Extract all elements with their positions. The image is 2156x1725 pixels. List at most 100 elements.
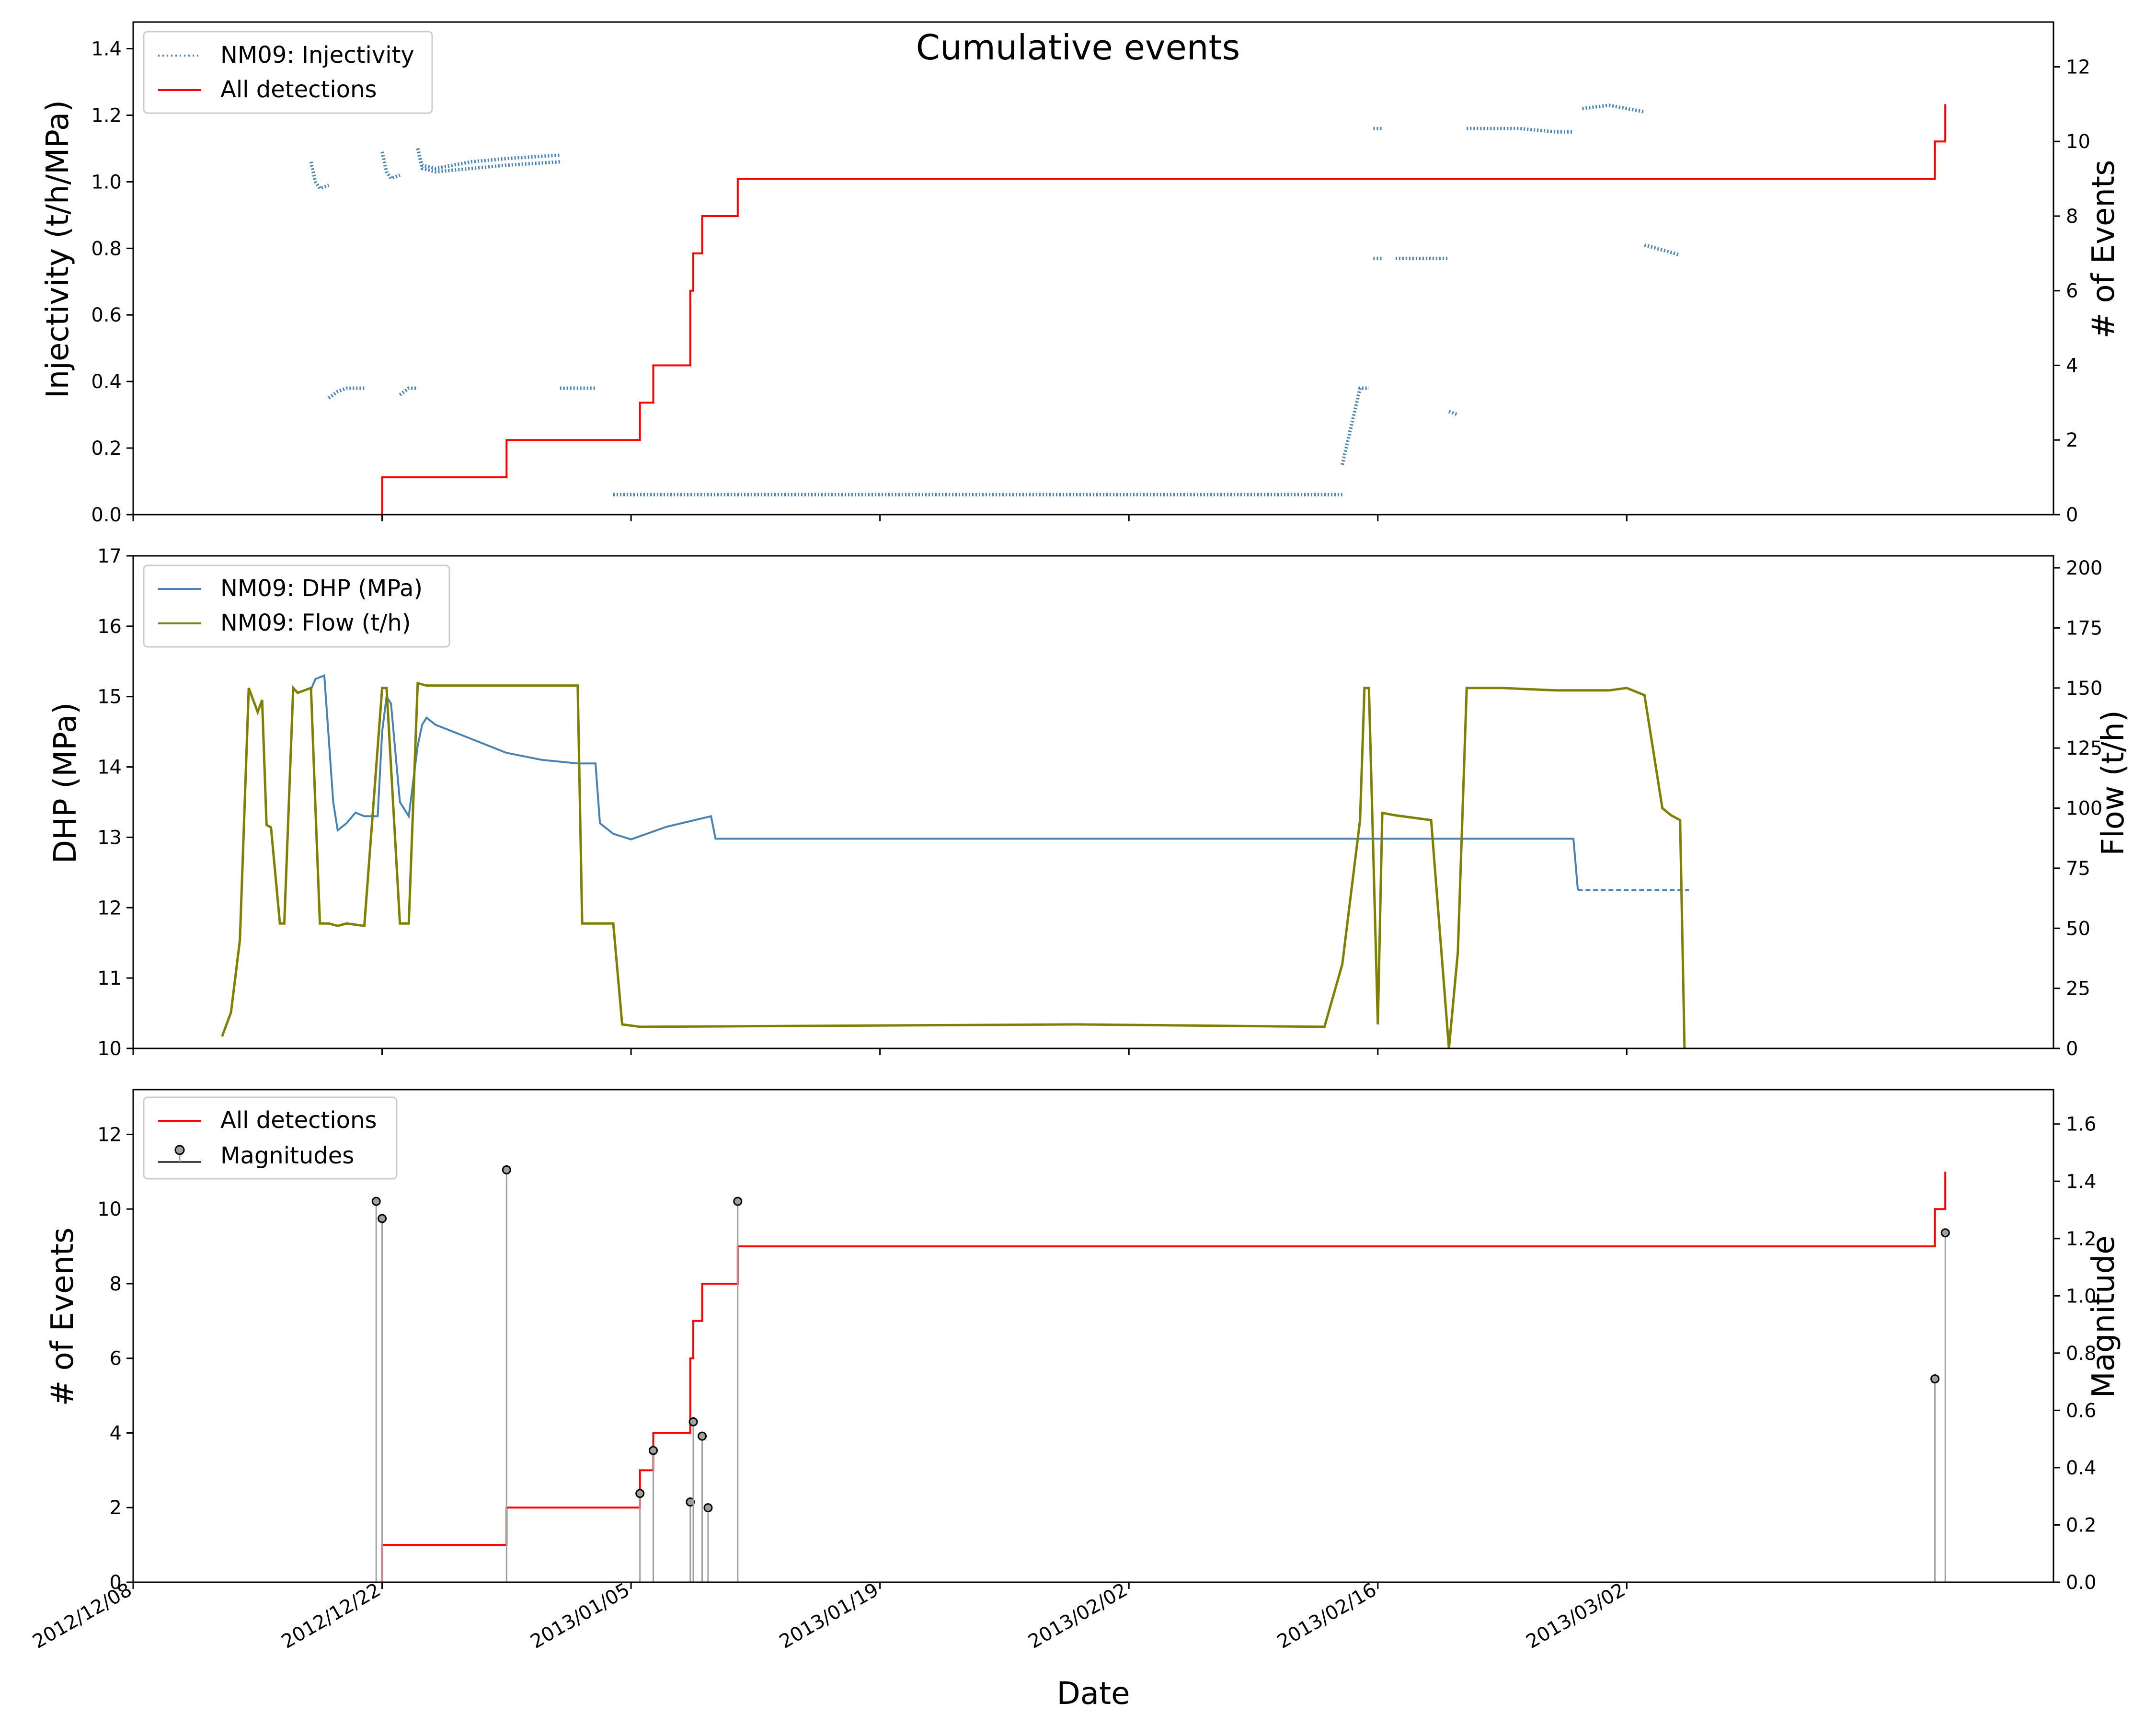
y2-tick-label: 1.0 [2066, 1285, 2097, 1307]
x-tick-label: 2013/03/02 [1523, 1579, 1629, 1653]
figure-title: Cumulative events [916, 27, 1240, 68]
y2-tick-label: 0 [2066, 504, 2078, 526]
magnitude-marker [688, 1417, 698, 1426]
panel-dhp-flow: DHP (MPa) Flow (t/h) 10 11 12 13 14 15 16 17 0 25… [48, 545, 2131, 1060]
y2-tick-label: 2 [2066, 429, 2078, 451]
x-tick-labels: 2012/12/08 2012/12/22 2013/01/05 2013/01/19… [29, 1579, 1629, 1653]
y2-tick-label: 25 [2066, 978, 2090, 1000]
detections-legend-label: All detections [220, 76, 377, 103]
magnitude-marker [1930, 1374, 1940, 1384]
x-tick-label: 2012/12/22 [278, 1579, 385, 1653]
y-tick-label: 0.6 [91, 304, 122, 326]
y-tick-label: 16 [97, 616, 122, 638]
y2-tick-label: 0.6 [2066, 1400, 2097, 1422]
magnitudes-legend-label: Magnitudes [220, 1142, 354, 1169]
y-tick-label: 12 [97, 897, 122, 919]
magnitude-marker [733, 1196, 743, 1206]
y2-tick-label: 12 [2066, 56, 2090, 78]
y-tick-label: 15 [97, 686, 122, 708]
y2-tick-label: 0.8 [2066, 1343, 2097, 1365]
magnitude-marker [686, 1497, 695, 1507]
y-tick-label: 1.4 [91, 38, 122, 60]
y2-tick-label: 8 [2066, 206, 2078, 228]
y2-tick-label: 175 [2066, 617, 2102, 639]
y-tick-label: 8 [110, 1273, 122, 1295]
dhp-legend-label: NM09: DHP (MPa) [220, 575, 423, 602]
y-tick-label: 0.0 [91, 504, 122, 526]
x-tick-label: 2013/02/16 [1273, 1579, 1380, 1653]
y-tick-label: 0.4 [91, 371, 122, 393]
injectivity-plot-area: 0.0 0.2 0.4 0.6 0.8 1.0 1.2 1.4 0 2 4 6 8 10 12 [91, 21, 2090, 526]
y-tick-label: 1.0 [91, 171, 122, 193]
y-tick-label: 6 [110, 1348, 122, 1370]
injectivity-y-label: Injectivity (t/h/MPa) [40, 100, 76, 399]
y-tick-label: 17 [97, 545, 122, 567]
injectivity-trace-5 [416, 148, 560, 171]
injectivity-legend: NM09: Injectivity All detections [143, 31, 433, 114]
x-axis-label: Date [1057, 1676, 1130, 1712]
y2-tick-label: 1.6 [2066, 1114, 2097, 1136]
x-tick-label: 2013/01/19 [776, 1579, 883, 1653]
panel-injectivity: Injectivity (t/h/MPa) # of Events 0.0 0.2… [40, 21, 2122, 526]
detections-step-line [381, 104, 1947, 515]
y2-tick-label: 50 [2066, 918, 2090, 940]
y2-tick-label: 0 [2066, 1038, 2078, 1060]
magnitude-marker [1940, 1228, 1950, 1238]
injectivity-trace-8 [1341, 386, 1369, 465]
plot-frame [132, 555, 2054, 1049]
injectivity-trace-2 [380, 151, 401, 181]
plot-frame [132, 21, 2054, 516]
y2-tick-label: 150 [2066, 678, 2102, 700]
y-tick-label: 11 [97, 967, 122, 989]
y-tick-label: 1.2 [91, 104, 122, 126]
flow-line [221, 681, 1686, 1049]
flow-y2-label: Flow (t/h) [2096, 710, 2131, 856]
y2-tick-label: 125 [2066, 737, 2102, 759]
injectivity-trace-0 [309, 161, 330, 191]
y2-tick-label: 100 [2066, 798, 2102, 820]
magnitude-marker [635, 1489, 645, 1498]
y2-tick-label: 4 [2066, 355, 2078, 377]
x-tick-label: 2013/01/05 [527, 1579, 633, 1653]
injectivity-trace-15 [1644, 243, 1681, 257]
dhp-line [310, 674, 1579, 890]
detections-legend-label-2: All detections [220, 1107, 377, 1134]
injectivity-trace-1 [328, 386, 365, 400]
magnitudes-legend-marker [174, 1145, 185, 1155]
y2-tick-label: 10 [2066, 131, 2090, 153]
dhp-y-label: DHP (MPa) [48, 702, 83, 863]
magnitude-marker [378, 1214, 387, 1223]
dhp-flow-plot-area: 10 11 12 13 14 15 16 17 0 25 50 75 100 125 150 175 200 [97, 545, 2102, 1060]
injectivity-legend-label: NM09: Injectivity [220, 42, 414, 69]
magnitude-y2-label: Magnitude [2086, 1235, 2122, 1398]
injectivity-trace-14 [1582, 104, 1645, 114]
magnitude-marker [649, 1446, 658, 1455]
y-tick-label: 2 [110, 1497, 122, 1519]
injectivity-trace-13 [1467, 126, 1573, 134]
y-tick-label: 4 [110, 1422, 122, 1444]
y-tick-label: 10 [97, 1198, 122, 1220]
injectivity-legend-box [143, 31, 433, 114]
events-magnitudes-plot-area: 0 2 4 6 8 10 12 0.0 0.2 0.4 0.6 0.8 1.0 1.2 1.4 1.6 [97, 1089, 2097, 1594]
y2-tick-label: 0.2 [2066, 1514, 2097, 1536]
y2-tick-label: 0.4 [2066, 1457, 2097, 1479]
events-magnitudes-legend: All detections Magnitudes [143, 1096, 398, 1180]
y-tick-label: 0.8 [91, 238, 122, 260]
magnitude-marker [703, 1503, 713, 1513]
flow-legend-label: NM09: Flow (t/h) [220, 610, 411, 636]
y2-tick-label: 0.0 [2066, 1572, 2097, 1594]
detections-step-line [381, 1172, 1947, 1582]
magnitude-marker [698, 1431, 707, 1441]
magnitude-marker [371, 1196, 381, 1206]
magnitude-marker [502, 1165, 511, 1174]
y-tick-label: 0.2 [91, 437, 122, 460]
y-tick-label: 12 [97, 1124, 122, 1146]
x-tick-label: 2012/12/08 [29, 1579, 136, 1653]
events-magnitudes-legend-box [143, 1096, 398, 1180]
y-tick-label: 14 [97, 757, 122, 779]
y2-tick-label: 1.2 [2066, 1228, 2097, 1250]
dhp-flow-legend-box [143, 564, 450, 648]
y-tick-label: 0 [110, 1572, 122, 1594]
y2-tick-label: 75 [2066, 858, 2090, 880]
